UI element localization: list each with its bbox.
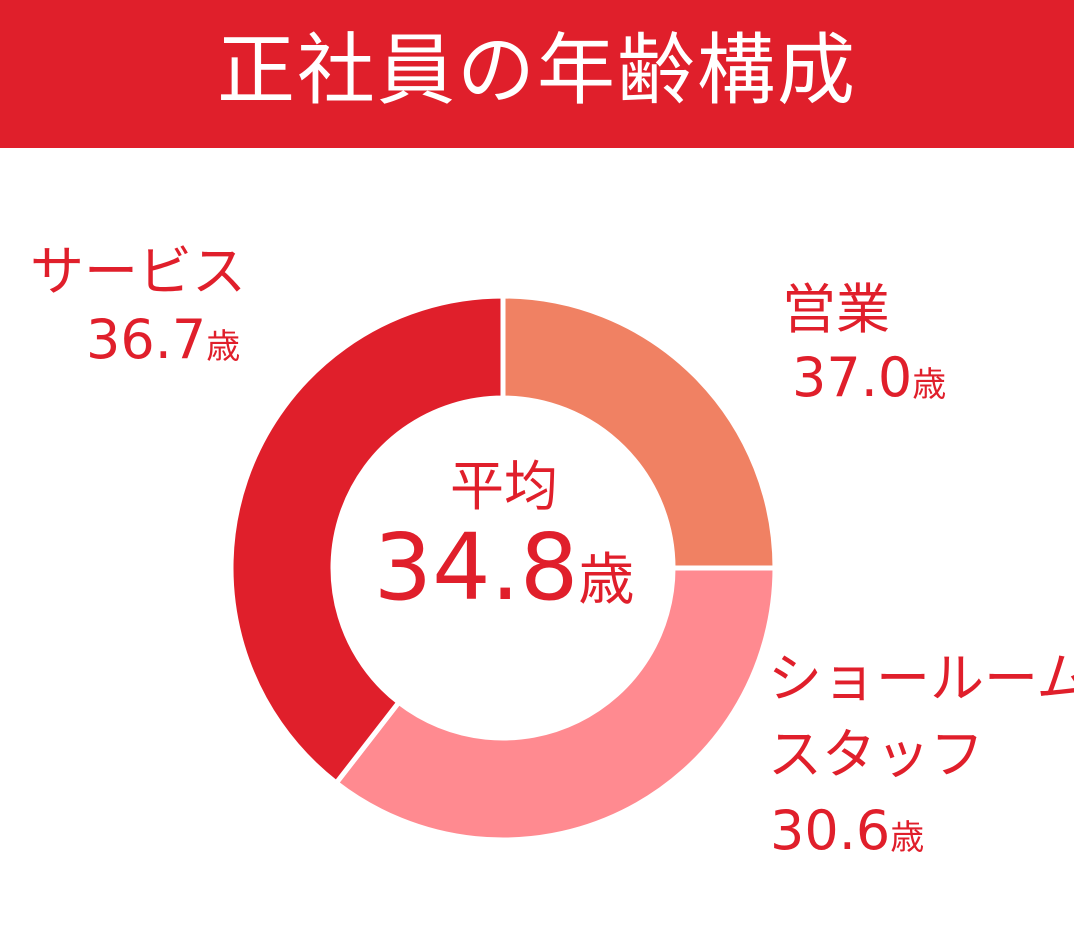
slice-service — [228, 293, 506, 787]
slice-label-service: サービス — [30, 240, 246, 303]
slice-label-showroom-line1: ショールーム — [768, 647, 1074, 710]
header-banner: 正社員の年齢構成 — [0, 0, 1074, 148]
slice-value-sales: 37.0 — [792, 346, 913, 409]
center-unit: 歳 — [578, 548, 635, 613]
slice-unit-service: 歳 — [206, 327, 241, 367]
label-showroom-staff: ショールーム スタッフ 30.6歳 — [768, 652, 1074, 858]
slice-value-service: 36.7 — [86, 308, 207, 371]
center-average: 平均 34.8歳 — [334, 460, 674, 614]
slice-value-line-showroom: 30.6歳 — [770, 804, 1074, 858]
slice-value-line-service: 36.7歳 — [86, 313, 246, 367]
slice-unit-showroom: 歳 — [890, 818, 925, 858]
label-sales: 営業 37.0歳 — [782, 283, 946, 405]
slice-unit-sales: 歳 — [912, 365, 947, 405]
slice-showroom-staff — [332, 565, 778, 843]
slice-value-showroom: 30.6 — [770, 799, 891, 862]
slice-label-showroom-line2: スタッフ — [768, 723, 984, 786]
slice-value-line-sales: 37.0歳 — [792, 351, 946, 405]
center-value: 34.8 — [373, 514, 579, 621]
center-value-line: 34.8歳 — [334, 522, 674, 614]
label-service: サービス 36.7歳 — [30, 245, 246, 367]
center-label: 平均 — [450, 455, 558, 518]
slice-label-sales: 営業 — [782, 278, 890, 341]
slice-sales — [500, 293, 778, 571]
page-title: 正社員の年齢構成 — [216, 26, 857, 116]
